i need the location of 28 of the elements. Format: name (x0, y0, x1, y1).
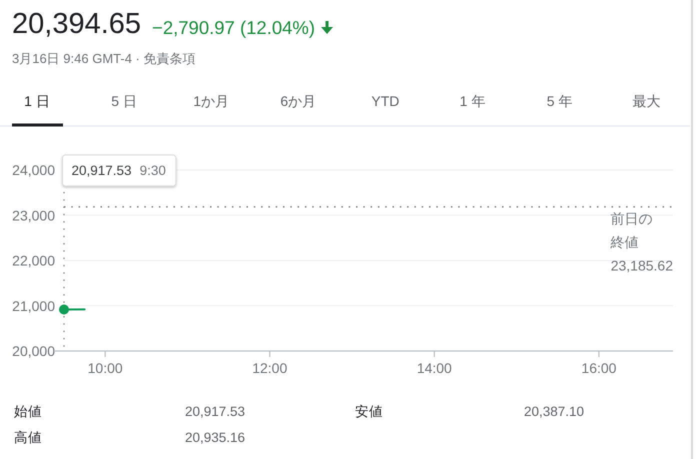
text: 1か月 (193, 93, 230, 109)
chart-title: 20,394.65 (12, 8, 142, 40)
y-tick-label: 24,000 (12, 162, 56, 178)
text: 高値 (14, 430, 42, 445)
text: 6か月 (280, 93, 316, 109)
x-tick-label: 10:00 (88, 360, 123, 376)
y-tick-label: 23,000 (12, 207, 56, 224)
x-tick-label: 16:00 (581, 360, 617, 376)
y-tick-label: 22,000 (12, 252, 56, 268)
x-tick-label: 12:00 (252, 360, 288, 376)
annotation: 20,917.53 9:30 (72, 163, 166, 178)
chart-subtitle: −2,790.97 (12.04%) (152, 17, 316, 38)
text: 1 日 (24, 93, 50, 109)
text: 安値 (355, 404, 383, 419)
text: 1 年 (460, 93, 486, 109)
y-tick-label: 21,000 (12, 298, 56, 314)
text: 始値 (14, 404, 42, 419)
text: 5 日 (111, 93, 137, 109)
ref-line-label: 前日の終値 23,185.62 (610, 210, 674, 274)
text: 20,935.16 (185, 430, 246, 445)
text: 20,917.53 (185, 404, 246, 419)
text: YTD (371, 93, 400, 109)
x-tick-label: 14:00 (416, 360, 452, 376)
text: 最大 (632, 93, 661, 109)
text: 3月16日 9:46 GMT-4 · 免責条項 (12, 51, 196, 66)
text: 5 年 (546, 93, 572, 109)
text: 20,387.10 (524, 404, 584, 419)
y-tick-label: 20,000 (12, 343, 56, 359)
